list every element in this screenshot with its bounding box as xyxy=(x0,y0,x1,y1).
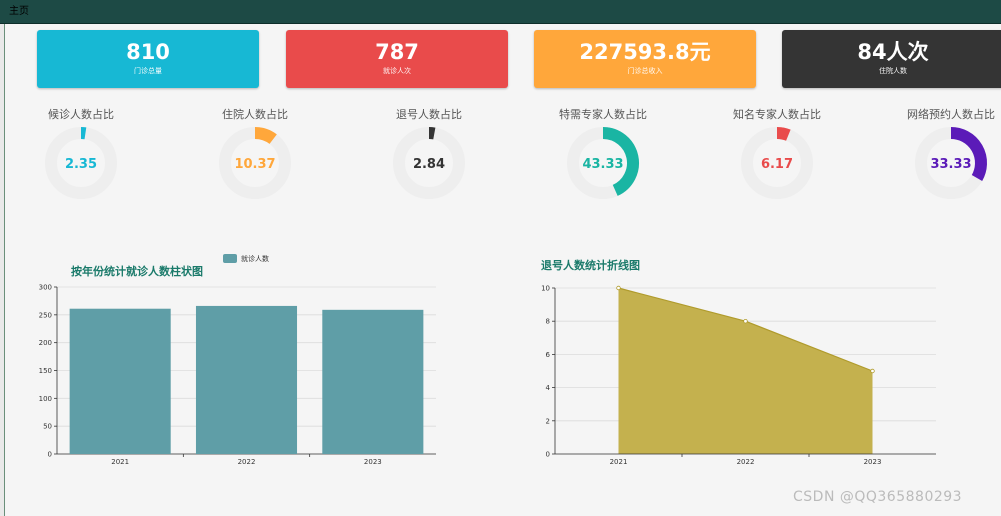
area-fill xyxy=(618,288,873,454)
gauge-cancel: 2.84 xyxy=(393,127,465,199)
card-value: 810 xyxy=(126,40,170,64)
gauge-title-famous-expert: 知名专家人数占比 xyxy=(733,108,821,121)
area-chart-title: 退号人数统计折线图 xyxy=(541,259,640,272)
gauge-online-booking: 33.33 xyxy=(915,127,987,199)
y-tick-label: 300 xyxy=(39,284,52,292)
bar xyxy=(322,309,424,454)
data-point xyxy=(743,319,748,324)
x-tick-label: 2023 xyxy=(364,458,382,466)
y-tick-label: 100 xyxy=(39,395,52,403)
gauge-title-special-expert: 特需专家人数占比 xyxy=(559,108,647,121)
card-label: 门诊总收入 xyxy=(627,67,663,75)
card-value: 787 xyxy=(375,40,419,64)
card-outpatient-income: 227593.8元 门诊总收入 xyxy=(534,30,756,88)
gauge-value: 10.37 xyxy=(234,157,275,172)
gauge-value: 33.33 xyxy=(930,157,971,172)
legend-swatch xyxy=(223,254,237,263)
card-label: 就诊人次 xyxy=(383,67,411,75)
gauge-arc xyxy=(776,127,791,141)
y-tick-label: 200 xyxy=(39,339,52,347)
card-value: 227593.8元 xyxy=(579,40,711,64)
legend: 就诊人数 xyxy=(223,254,269,263)
gauge-title-inpatient: 住院人数占比 xyxy=(222,108,288,121)
x-tick-label: 2021 xyxy=(111,458,129,466)
legend-label: 就诊人数 xyxy=(241,254,269,263)
bar-chart: 0 50 100 150 200 250 300 2021 2022 2023 就诊人数 xyxy=(39,254,436,466)
gauge-title-cancel: 退号人数占比 xyxy=(396,108,462,121)
x-tick-label: 2021 xyxy=(610,458,628,466)
y-tick-label: 4 xyxy=(546,384,551,392)
gauge-value: 43.33 xyxy=(582,157,623,172)
x-tick-label: 2022 xyxy=(238,458,256,466)
gauge-arc xyxy=(254,127,277,145)
window-title: 主页 xyxy=(9,6,29,17)
x-tick-label: 2022 xyxy=(737,458,755,466)
x-tick-label: 2023 xyxy=(864,458,882,466)
gauge-inpatient: 10.37 xyxy=(219,127,291,199)
gauge-arc xyxy=(950,127,987,181)
y-tick-label: 50 xyxy=(43,423,52,431)
bar xyxy=(69,308,171,454)
card-value: 84人次 xyxy=(857,40,929,64)
gauge-value: 2.35 xyxy=(65,157,97,172)
y-tick-label: 6 xyxy=(546,351,551,359)
y-tick-label: 0 xyxy=(48,451,52,459)
gauge-famous-expert: 6.17 xyxy=(741,127,813,199)
data-point xyxy=(870,368,875,374)
card-outpatient-total: 810 门诊总量 xyxy=(37,30,259,88)
card-label: 住院人数 xyxy=(879,67,907,75)
y-tick-label: 150 xyxy=(39,367,52,375)
window-frame-left xyxy=(0,24,5,516)
gauge-value: 2.84 xyxy=(413,157,445,172)
y-tick-label: 8 xyxy=(546,318,550,326)
card-label: 门诊总量 xyxy=(134,67,162,75)
gauge-special-expert: 43.33 xyxy=(567,127,639,199)
y-tick-label: 0 xyxy=(546,451,550,459)
title-bar: 主页 xyxy=(0,0,1001,24)
area-chart: 0 2 4 6 8 10 2021 2022 2023 xyxy=(541,285,936,466)
y-tick-label: 10 xyxy=(541,285,550,293)
y-tick-label: 2 xyxy=(546,417,550,425)
y-tick-label: 250 xyxy=(39,311,52,319)
data-point xyxy=(616,285,621,291)
gauge-arc xyxy=(602,127,639,196)
card-inpatient-count: 84人次 住院人数 xyxy=(782,30,1001,88)
bar xyxy=(195,305,298,454)
card-visit-count: 787 就诊人次 xyxy=(286,30,508,88)
gauge-value: 6.17 xyxy=(761,157,793,172)
bar-chart-title: 按年份统计就诊人数柱状图 xyxy=(71,265,203,278)
gauge-title-waiting: 候诊人数占比 xyxy=(48,108,114,121)
gauge-waiting: 2.35 xyxy=(45,127,117,199)
gauge-title-online-booking: 网络预约人数占比 xyxy=(907,108,995,121)
watermark: CSDN @QQ365880293 xyxy=(793,489,963,505)
